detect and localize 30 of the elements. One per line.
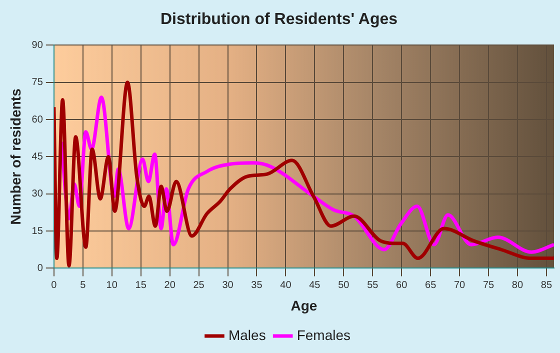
x-tick-label: 60: [396, 280, 408, 291]
legend-label: Females: [296, 326, 351, 343]
x-tick-label: 65: [425, 280, 437, 291]
x-tick-label: 50: [338, 280, 350, 291]
x-tick-label: 75: [482, 280, 495, 291]
y-tick-label: 75: [32, 77, 44, 88]
x-tick-label: 0: [51, 280, 58, 291]
y-tick-label: 60: [32, 114, 44, 126]
y-tick-label: 15: [32, 226, 44, 237]
x-tick-label: 40: [280, 280, 292, 291]
x-axis-title: Age: [290, 297, 318, 314]
x-tick-label: 35: [251, 280, 263, 291]
y-tick-label: 45: [32, 151, 44, 162]
x-tick-label: 10: [106, 280, 118, 291]
x-tick-label: 55: [367, 280, 379, 291]
x-tick-label: 5: [80, 280, 86, 291]
legend-label: Males: [228, 326, 266, 343]
x-tick-label: 80: [512, 280, 524, 291]
y-axis-title: Number of residents: [7, 88, 24, 225]
y-tick-label: 90: [32, 40, 44, 51]
x-tick-label: 45: [309, 280, 321, 291]
x-tick-label: 30: [222, 280, 234, 291]
y-tick-label: 0: [37, 262, 44, 274]
x-tick-label: 25: [193, 280, 205, 291]
x-tick-label: 85: [540, 280, 552, 291]
y-tick-label: 30: [32, 188, 44, 200]
x-tick-label: 20: [164, 280, 176, 291]
x-tick-label: 15: [135, 280, 147, 291]
chart-title: Distribution of Residents' Ages: [160, 11, 398, 28]
x-tick-label: 70: [454, 280, 466, 291]
